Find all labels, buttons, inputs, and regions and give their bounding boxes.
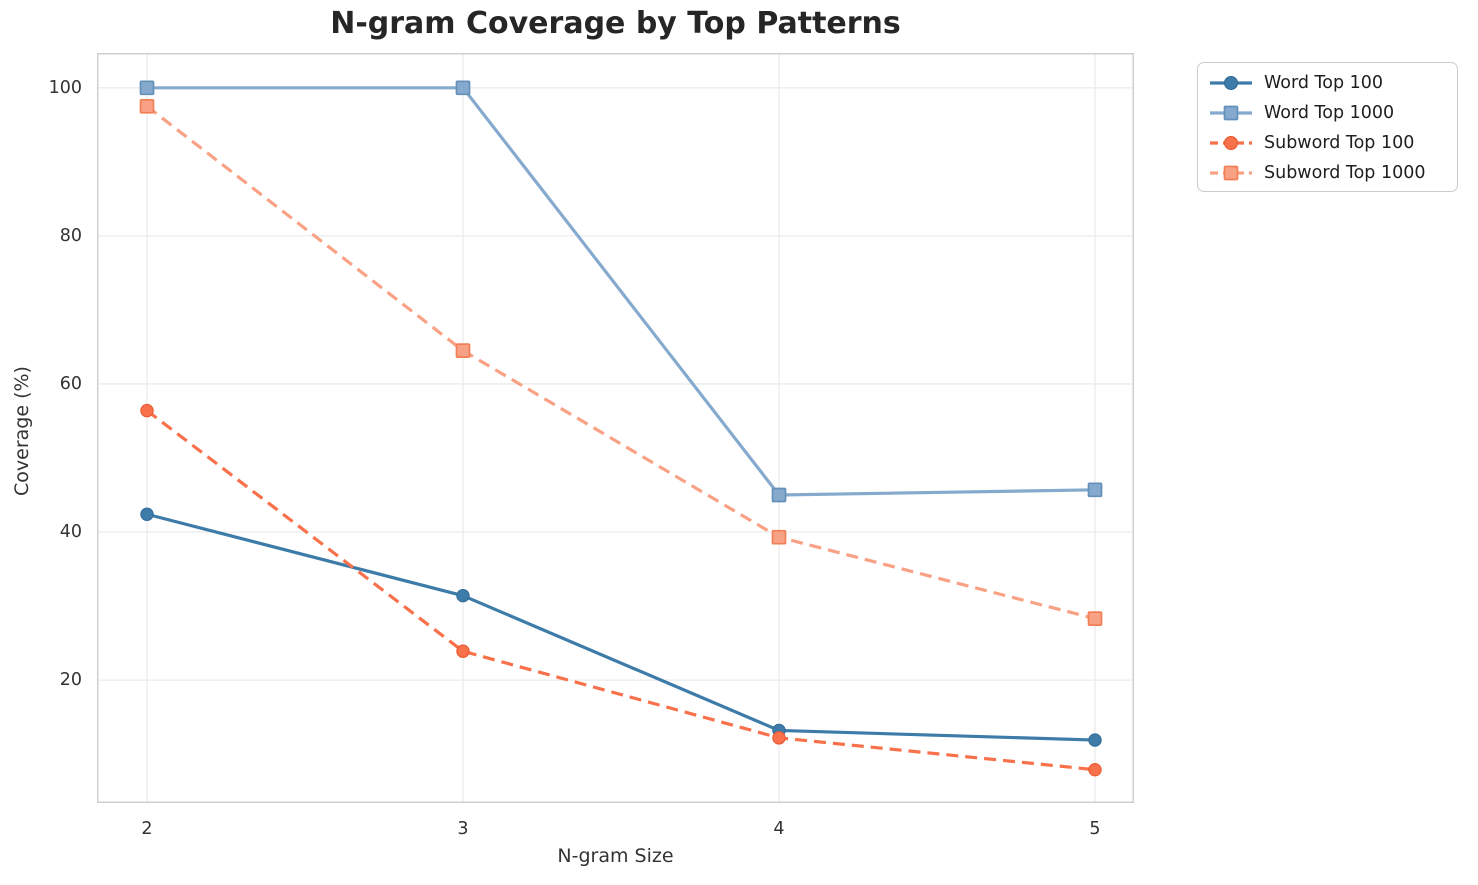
x-tick-label: 2	[141, 819, 153, 839]
y-tick-label: 100	[48, 77, 82, 98]
data-point-subword-top-1000	[455, 343, 471, 358]
data-point-subword-top-100	[772, 731, 786, 745]
data-point-word-top-1000	[139, 80, 155, 96]
data-point-subword-top-100	[1088, 762, 1102, 777]
data-point-subword-top-1000	[1087, 611, 1103, 626]
legend-marker-circle-icon	[1210, 136, 1252, 150]
data-point-word-top-1000	[455, 80, 471, 96]
data-point-subword-top-1000	[139, 98, 155, 114]
x-tick-label: 4	[773, 819, 785, 839]
plot-frame	[97, 53, 1134, 803]
y-tick-label: 40	[59, 522, 82, 543]
legend-item-subword-top-1000: Subword Top 1000	[1198, 158, 1457, 188]
legend-label: Word Top 100	[1264, 73, 1384, 93]
chart-title: N-gram Coverage by Top Patterns	[330, 6, 901, 41]
data-point-subword-top-100	[456, 644, 470, 658]
series-line-word-top-100	[146, 512, 1096, 742]
series-line-subword-top-1000	[146, 105, 1096, 621]
data-point-word-top-1000	[771, 487, 787, 503]
legend-marker-square-icon	[1210, 165, 1252, 181]
x-axis-label: N-gram Size	[557, 845, 674, 867]
data-point-word-top-100	[456, 588, 470, 603]
data-point-subword-top-1000	[771, 529, 787, 545]
y-tick-label: 60	[59, 373, 82, 394]
data-point-word-top-100	[140, 507, 154, 521]
series-line-subword-top-100	[146, 409, 1096, 772]
legend-label: Subword Top 100	[1264, 133, 1415, 153]
legend: Word Top 100 Word Top 1000 Subword Top 100…	[1197, 62, 1458, 192]
legend-item-word-top-100: Word Top 100	[1198, 68, 1457, 98]
legend-label: Subword Top 1000	[1264, 163, 1426, 183]
plot-area	[97, 53, 1134, 803]
legend-marker-square-icon	[1210, 105, 1252, 121]
data-point-word-top-1000	[1087, 482, 1103, 498]
y-tick-label: 80	[59, 225, 82, 246]
data-point-subword-top-100	[140, 403, 154, 418]
legend-marker-circle-icon	[1210, 76, 1252, 90]
legend-item-subword-top-100: Subword Top 100	[1198, 128, 1457, 158]
series-line-word-top-1000	[147, 86, 1096, 497]
x-tick-label: 5	[1089, 819, 1101, 839]
legend-item-word-top-1000: Word Top 1000	[1198, 98, 1457, 128]
legend-label: Word Top 1000	[1264, 103, 1395, 123]
data-point-word-top-100	[1088, 733, 1102, 747]
y-tick-label: 20	[59, 670, 82, 691]
x-tick-label: 3	[457, 819, 469, 839]
